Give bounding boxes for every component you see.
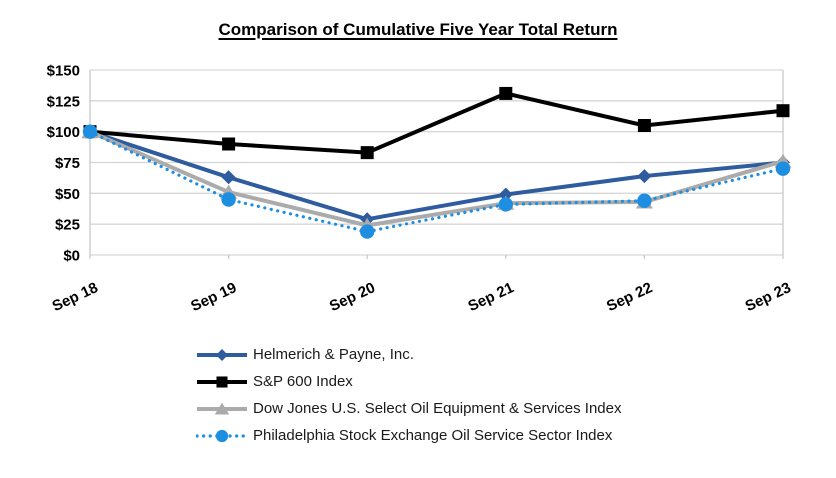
x-axis-labels: Sep 18 Sep 19 Sep 20 Sep 21 Sep 22 Sep 23 (50, 279, 794, 315)
y-tick-label: $150 (47, 63, 80, 80)
legend-label: Philadelphia Stock Exchange Oil Service … (253, 427, 613, 444)
legend-sample-circle-icon (196, 429, 248, 442)
legend-label: Helmerich & Payne, Inc. (253, 346, 414, 363)
y-tick-label: $25 (55, 217, 80, 234)
legend-sample-triangle-icon (197, 402, 247, 415)
series-square (83, 86, 790, 160)
legend-label: S&P 600 Index (253, 373, 353, 390)
x-tick-label: Sep 19 (188, 279, 239, 315)
x-tick-label: Sep 21 (465, 279, 516, 315)
legend-item-sp600: S&P 600 Index (196, 368, 622, 395)
chart-title: Comparison of Cumulative Five Year Total… (218, 20, 618, 39)
legend-item-helmerich-payne: Helmerich & Payne, Inc. (196, 341, 622, 368)
plot-area: $0 $25 $50 $75 $100 $125 $150 Sep 18 Sep 19 Sep 2… (47, 63, 794, 316)
y-tick-label: $50 (55, 186, 80, 203)
x-tick-label: Sep 18 (50, 279, 101, 315)
x-tick-label: Sep 20 (327, 279, 378, 315)
legend: Helmerich & Payne, Inc. S&P 600 Index Do… (196, 341, 622, 449)
y-tick-label: $125 (47, 93, 80, 110)
y-tick-label: $100 (47, 124, 80, 141)
x-tick-label: Sep 23 (743, 279, 794, 315)
series-circle (82, 124, 791, 239)
y-axis-labels: $0 $25 $50 $75 $100 $125 $150 (47, 63, 80, 265)
legend-sample-square-icon (197, 375, 247, 388)
legend-label: Dow Jones U.S. Select Oil Equipment & Se… (253, 400, 622, 417)
legend-sample-diamond-icon (197, 348, 247, 361)
y-tick-label: $75 (55, 155, 80, 172)
legend-item-dow-jones-oil: Dow Jones U.S. Select Oil Equipment & Se… (196, 395, 622, 422)
y-tick-label: $0 (63, 248, 80, 265)
x-tick-label: Sep 22 (604, 279, 655, 315)
legend-item-phlx-oil-service: Philadelphia Stock Exchange Oil Service … (196, 422, 622, 449)
